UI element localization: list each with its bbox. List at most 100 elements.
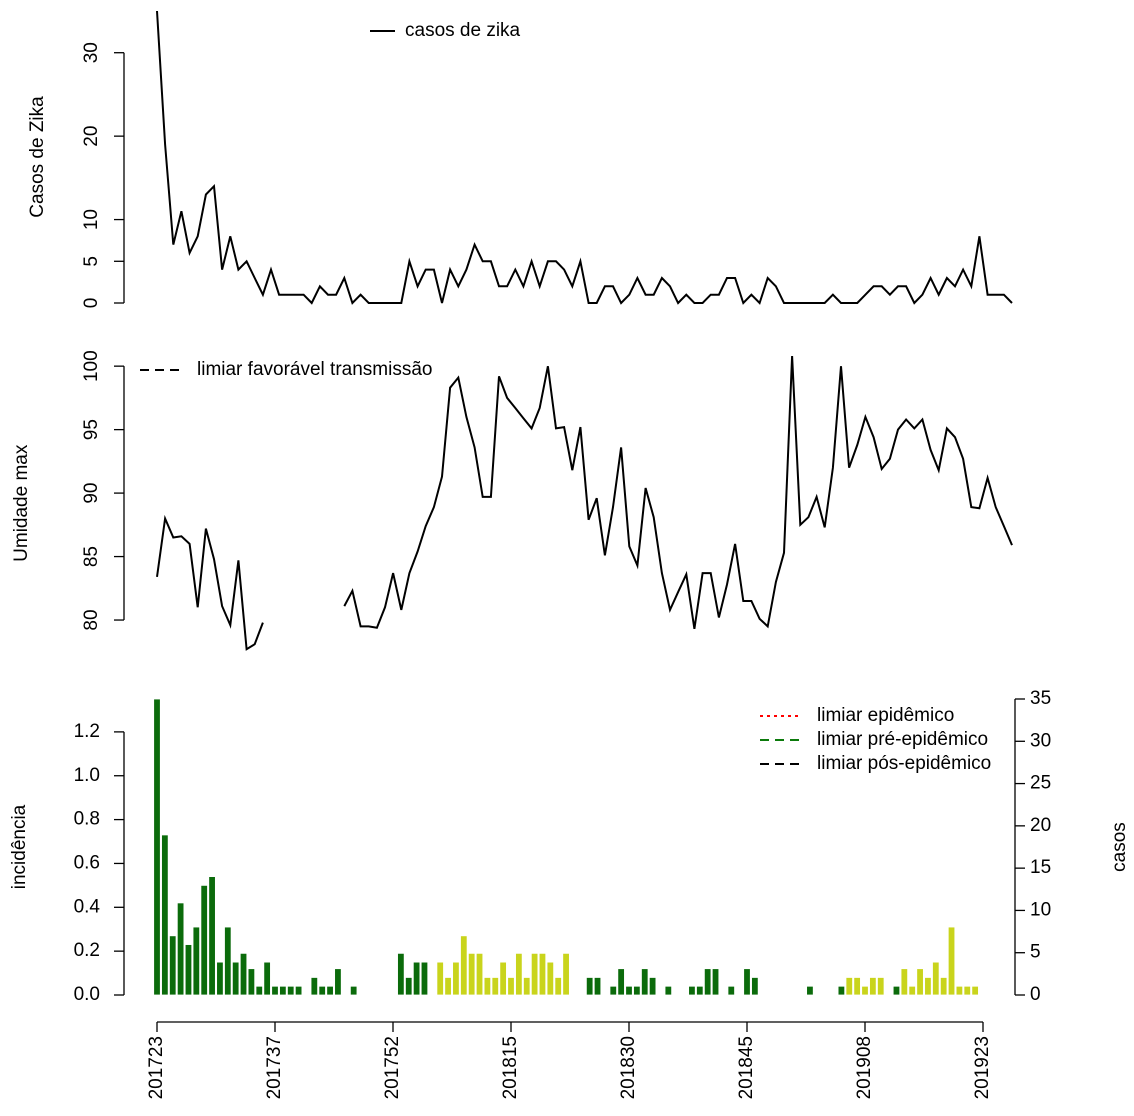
y-tick-label: 0.0 — [74, 984, 100, 1005]
legend-label: limiar favorável transmissão — [197, 359, 432, 380]
bar — [444, 977, 452, 996]
bar — [837, 985, 846, 996]
y-tick-label: 0.6 — [74, 852, 100, 873]
bar — [279, 985, 287, 996]
legend-label: casos de zika — [405, 20, 521, 41]
bar — [609, 985, 617, 996]
bar — [310, 977, 319, 996]
bar — [625, 985, 633, 996]
legend-label: limiar epidêmico — [817, 705, 954, 726]
bar — [460, 935, 468, 996]
x-tick-label: 201830 — [618, 1036, 639, 1099]
bar — [861, 985, 869, 996]
bar — [743, 968, 751, 996]
bar — [491, 977, 499, 996]
y2-tick-label: 10 — [1030, 899, 1051, 920]
bar — [499, 961, 507, 996]
bar — [483, 977, 492, 996]
bar — [412, 961, 421, 996]
bar — [239, 952, 248, 996]
bar — [947, 926, 956, 996]
bar — [436, 961, 444, 996]
y-tick-label: 1.2 — [74, 721, 100, 742]
bar — [224, 926, 232, 996]
bar — [892, 985, 901, 996]
legend-label: limiar pós-epidêmico — [817, 753, 991, 774]
bar — [617, 968, 625, 996]
y-tick-label: 10 — [81, 209, 102, 230]
y2-tick-label: 30 — [1030, 730, 1051, 751]
y2-tick-label: 5 — [1030, 942, 1041, 963]
y-axis-label: Casos de Zika — [27, 96, 48, 218]
bar — [294, 985, 303, 996]
y2-axis-label: casos — [1109, 822, 1130, 872]
bar — [247, 968, 256, 996]
y-tick-label: 20 — [81, 126, 102, 147]
bar — [562, 952, 570, 996]
bar — [420, 961, 429, 996]
y-tick-label: 80 — [81, 609, 102, 630]
bar — [161, 834, 169, 996]
bar — [963, 985, 971, 996]
y-axis-label: Umidade max — [11, 444, 32, 562]
bar — [633, 985, 641, 996]
bar — [806, 985, 814, 996]
y-tick-label: 30 — [81, 42, 102, 63]
bar — [703, 968, 712, 996]
bar — [900, 968, 909, 996]
bar — [869, 977, 877, 996]
bar — [648, 977, 657, 996]
bar — [727, 985, 735, 996]
bar — [176, 902, 185, 996]
bar — [530, 952, 539, 996]
bar — [554, 977, 562, 996]
y2-tick-label: 15 — [1030, 857, 1051, 878]
bar — [955, 985, 964, 996]
bar — [334, 968, 342, 996]
bar — [271, 985, 279, 996]
y2-tick-label: 35 — [1030, 688, 1051, 709]
bar — [467, 952, 476, 996]
x-tick-label: 201908 — [854, 1036, 875, 1099]
bar — [546, 961, 555, 996]
y-tick-label: 5 — [81, 256, 102, 267]
bar — [751, 977, 759, 996]
legend-label: limiar pré-epidêmico — [817, 729, 988, 750]
bar — [515, 952, 523, 996]
bar — [877, 977, 885, 996]
bar — [287, 985, 295, 996]
y2-tick-label: 20 — [1030, 815, 1051, 836]
data-line — [156, 355, 1013, 651]
data-line — [156, 10, 1013, 305]
bar — [231, 961, 240, 996]
y-tick-label: 90 — [81, 483, 102, 504]
bar — [397, 952, 405, 996]
bar — [507, 977, 515, 996]
bar — [908, 985, 916, 996]
bar — [688, 985, 696, 996]
y-axis-label: incidência — [9, 804, 30, 889]
bar — [641, 968, 649, 996]
bar — [405, 977, 413, 996]
y-tick-label: 0.2 — [74, 940, 100, 961]
bar — [452, 961, 460, 996]
bar — [523, 977, 531, 996]
bar — [349, 985, 358, 996]
bar — [924, 977, 932, 996]
bar — [696, 985, 704, 996]
bar — [932, 961, 940, 996]
y-tick-label: 100 — [81, 350, 102, 382]
bar — [939, 977, 948, 996]
bar — [263, 961, 271, 996]
x-tick-label: 201737 — [264, 1036, 285, 1099]
bar — [585, 977, 594, 996]
bar — [971, 985, 979, 996]
y2-tick-label: 0 — [1030, 984, 1041, 1005]
bar — [326, 985, 334, 996]
bar — [169, 935, 177, 996]
bar — [711, 968, 720, 996]
bar — [475, 952, 484, 996]
y-tick-label: 85 — [81, 546, 102, 567]
y-tick-label: 1.0 — [74, 765, 100, 786]
